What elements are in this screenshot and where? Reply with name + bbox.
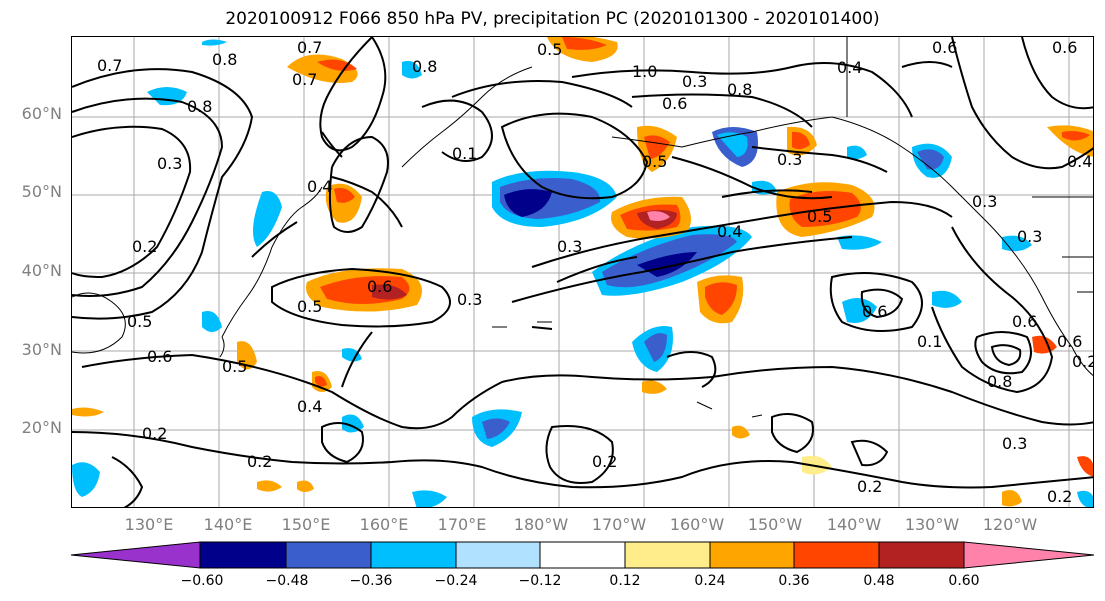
lat-label-50n: 50°N	[21, 182, 62, 201]
contour-label: 0.3	[157, 154, 182, 173]
contour-label: 0.3	[682, 72, 707, 91]
contour-label: 0.6	[862, 302, 887, 321]
contour-label: 0.1	[452, 144, 477, 163]
contour-label: 0.2	[132, 237, 157, 256]
precip-shading	[72, 37, 1093, 507]
contour-label: 0.5	[537, 40, 562, 59]
lon-label: 160°W	[669, 515, 725, 534]
pv-contours	[72, 37, 1093, 507]
contour-label: 0.4	[717, 222, 742, 241]
contour-label: 0.7	[297, 38, 322, 57]
contour-label: 0.3	[1017, 227, 1042, 246]
lat-label-30n: 30°N	[21, 340, 62, 359]
colorbar-segment	[878, 541, 965, 569]
colorbar-tick-label: −0.36	[349, 573, 393, 589]
colorbar-segment	[539, 541, 626, 569]
contour-label: 0.6	[367, 277, 392, 296]
contour-label: 1.0	[632, 62, 657, 81]
colorbar	[70, 541, 1095, 569]
colorbar-tick-label: −0.48	[265, 573, 309, 589]
contour-label: 0.8	[987, 372, 1012, 391]
lon-label: 140°E	[203, 515, 253, 534]
contour-label: 0.6	[1052, 38, 1077, 57]
colorbar-segment	[370, 541, 457, 569]
contour-label: 0.5	[642, 152, 667, 171]
colorbar-segment	[285, 541, 372, 569]
colorbar-segment	[963, 541, 1095, 569]
contour-label: 0.6	[662, 94, 687, 113]
contour-label: 0.5	[807, 207, 832, 226]
colorbar-segment	[793, 541, 880, 569]
contour-label: 0.2	[1072, 352, 1094, 371]
contour-label: 0.8	[412, 57, 437, 76]
lon-label: 130°W	[904, 515, 960, 534]
lat-label-60n: 60°N	[21, 104, 62, 123]
contour-label: 0.2	[247, 452, 272, 471]
lon-label: 170°E	[437, 515, 487, 534]
contour-label: 0.5	[127, 312, 152, 331]
contour-label: 0.4	[837, 58, 862, 77]
lon-label: 170°W	[591, 515, 647, 534]
lon-label: 120°W	[982, 515, 1038, 534]
contour-label: 0.3	[1002, 434, 1027, 453]
contour-label: 0.3	[557, 237, 582, 256]
graticule	[72, 37, 1093, 507]
coastlines	[72, 37, 1093, 418]
contour-label: 0.2	[592, 452, 617, 471]
contour-label: 0.7	[292, 70, 317, 89]
lon-label: 140°W	[826, 515, 882, 534]
lon-label: 150°W	[747, 515, 803, 534]
contour-label: 0.8	[212, 50, 237, 69]
map-svg: 0.7 0.8 0.7 0.5 0.6 1.0 0.3 0.8 0.6 0.8 …	[72, 37, 1094, 507]
colorbar-tick-label: −0.60	[180, 573, 224, 589]
colorbar-segment	[709, 541, 795, 569]
colorbar-segment	[624, 541, 711, 569]
colorbar-tick-label: 0.36	[778, 573, 810, 589]
colorbar-tick-label: −0.12	[518, 573, 562, 589]
contour-label: 0.1	[917, 332, 942, 351]
colorbar-tick-label: −0.24	[434, 573, 478, 589]
map-panel: 0.7 0.8 0.7 0.5 0.6 1.0 0.3 0.8 0.6 0.8 …	[71, 36, 1094, 508]
contour-label: 0.4	[297, 397, 322, 416]
colorbar-tick-label: 0.60	[948, 573, 980, 589]
colorbar-segment	[70, 541, 201, 569]
colorbar-segment	[199, 541, 287, 569]
contour-label: 0.4	[1067, 152, 1092, 171]
lat-label-40n: 40°N	[21, 261, 62, 280]
contour-label: 0.3	[972, 192, 997, 211]
contour-label: 0.6	[932, 38, 957, 57]
contour-label: 0.4	[307, 177, 332, 196]
contour-labels: 0.7 0.8 0.7 0.5 0.6 1.0 0.3 0.8 0.6 0.8 …	[97, 38, 1094, 506]
colorbar-tick-label: 0.48	[863, 573, 895, 589]
contour-label: 0.6	[147, 347, 172, 366]
map-title: 2020100912 F066 850 hPa PV, precipitatio…	[225, 9, 880, 29]
contour-label: 0.2	[857, 477, 882, 496]
lon-label: 180°W	[513, 515, 569, 534]
contour-label: 0.7	[97, 56, 122, 75]
lon-label: 150°E	[281, 515, 331, 534]
lon-label: 130°E	[124, 515, 174, 534]
lat-label-20n: 20°N	[21, 418, 62, 437]
colorbar-tick-label: 0.12	[609, 573, 641, 589]
contour-label: 0.6	[1012, 312, 1037, 331]
contour-label: 0.5	[297, 297, 322, 316]
contour-label: 0.5	[222, 357, 247, 376]
contour-label: 0.2	[1047, 487, 1072, 506]
contour-label: 0.6	[1057, 332, 1082, 351]
colorbar-tick-label: 0.24	[694, 573, 726, 589]
contour-label: 0.3	[457, 290, 482, 309]
contour-label: 0.3	[777, 150, 802, 169]
contour-label: 0.2	[142, 424, 167, 443]
colorbar-segment	[455, 541, 541, 569]
contour-label: 0.8	[727, 80, 752, 99]
lon-label: 160°E	[359, 515, 409, 534]
contour-label: 0.8	[187, 97, 212, 116]
